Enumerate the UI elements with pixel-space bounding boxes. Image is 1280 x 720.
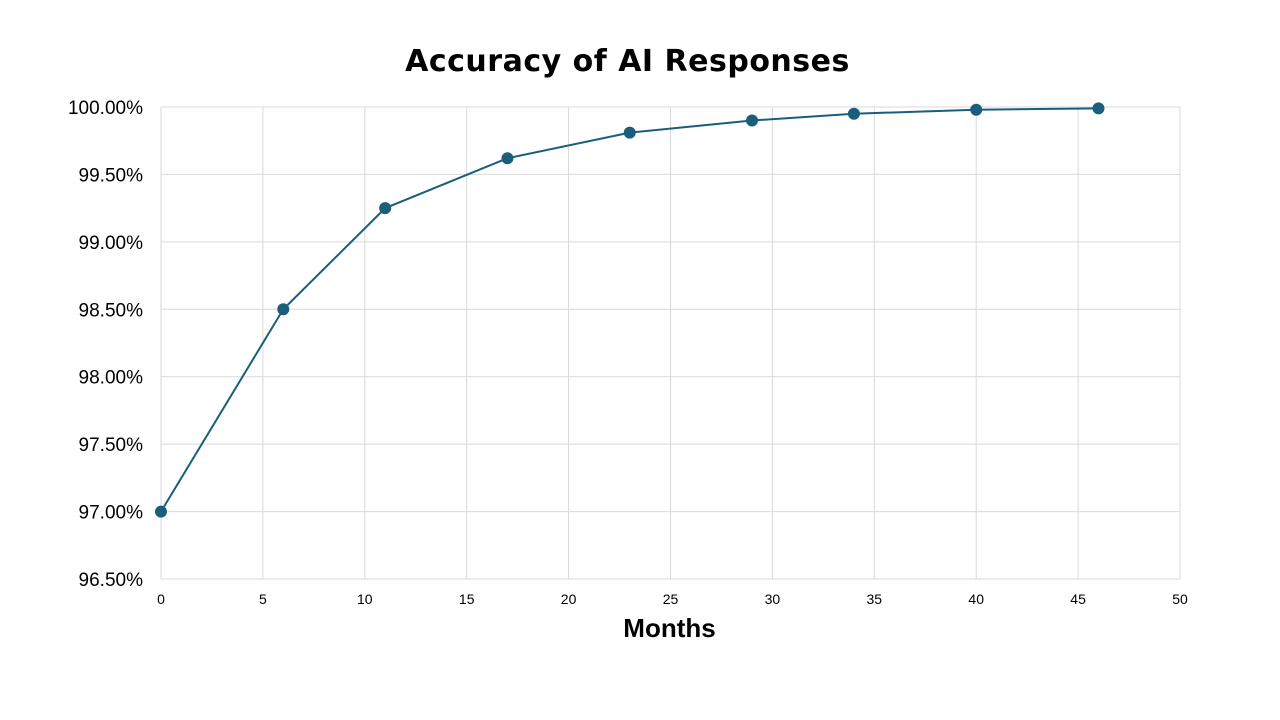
y-tick-label: 96.50% — [79, 570, 144, 591]
data-point — [970, 103, 983, 116]
y-tick-label: 97.50% — [79, 435, 144, 456]
grid-lines — [160, 106, 1181, 580]
y-tick-label: 97.00% — [79, 503, 144, 524]
x-axis-ticks: 0 5 10 15 20 25 30 35 40 45 50 — [157, 591, 1188, 607]
x-axis-label: Months — [623, 613, 715, 643]
x-tick-label: 15 — [459, 591, 475, 607]
data-point — [379, 202, 392, 215]
chart-title: Accuracy of AI Responses — [405, 44, 850, 79]
x-tick-label: 25 — [663, 591, 679, 607]
data-point — [746, 114, 759, 127]
x-tick-label: 40 — [968, 591, 984, 607]
data-point — [1092, 102, 1105, 115]
y-tick-label: 99.00% — [79, 233, 144, 254]
data-point — [155, 505, 167, 518]
x-tick-label: 35 — [867, 591, 883, 607]
series-accuracy — [155, 102, 1105, 518]
x-tick-label: 10 — [357, 591, 373, 607]
x-tick-label: 5 — [259, 591, 267, 607]
data-point — [277, 303, 290, 316]
series-line — [160, 107, 1099, 513]
x-tick-label: 30 — [765, 591, 781, 607]
data-point — [501, 152, 514, 165]
data-point — [847, 107, 860, 120]
x-tick-label: 20 — [561, 591, 577, 607]
y-tick-label: 99.50% — [79, 165, 144, 186]
y-tick-label: 100.00% — [68, 98, 143, 119]
y-tick-label: 98.00% — [79, 368, 144, 389]
y-tick-label: 98.50% — [79, 300, 144, 321]
y-axis-ticks: 96.50% 97.00% 97.50% 98.00% 98.50% 99.00% 99.5… — [68, 98, 143, 591]
data-point — [623, 126, 636, 139]
x-tick-label: 0 — [157, 591, 165, 607]
x-tick-label: 50 — [1172, 591, 1188, 607]
x-tick-label: 45 — [1070, 591, 1086, 607]
